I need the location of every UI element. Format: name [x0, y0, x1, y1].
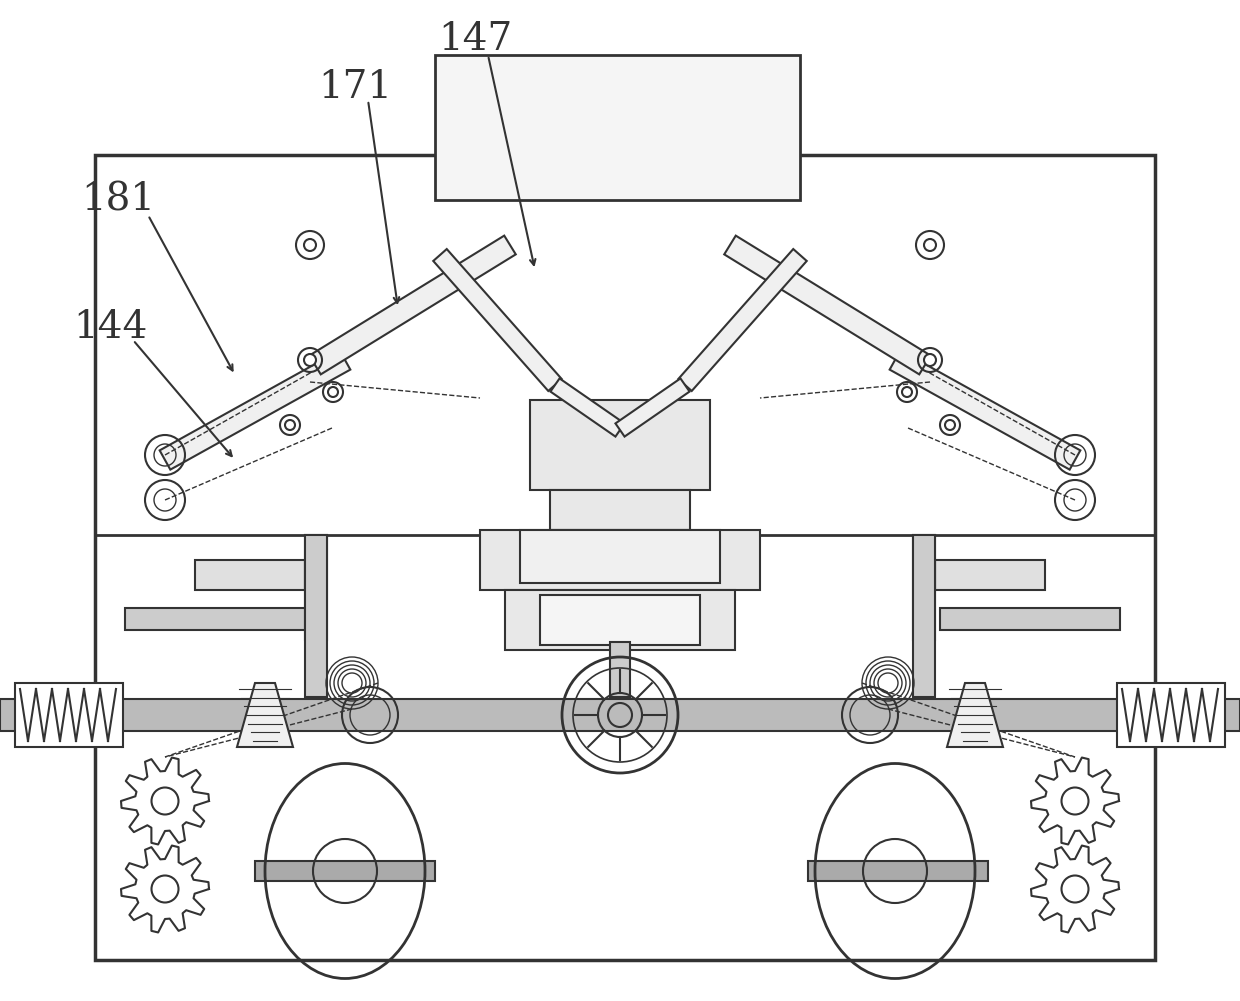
Circle shape — [304, 239, 316, 251]
Circle shape — [924, 239, 936, 251]
Bar — [913, 535, 935, 640]
Bar — [305, 535, 327, 697]
Bar — [913, 535, 935, 697]
Circle shape — [945, 420, 955, 430]
Circle shape — [924, 354, 936, 366]
Bar — [435, 55, 800, 200]
Polygon shape — [551, 378, 625, 436]
Circle shape — [285, 420, 295, 430]
Bar — [305, 535, 327, 640]
Bar — [255, 861, 435, 881]
Circle shape — [304, 354, 316, 366]
Polygon shape — [309, 235, 516, 374]
Bar — [940, 608, 1120, 630]
Text: 171: 171 — [317, 69, 392, 106]
Polygon shape — [160, 350, 351, 469]
Bar — [480, 530, 760, 590]
Text: 144: 144 — [73, 308, 148, 345]
Circle shape — [901, 387, 911, 397]
Bar — [935, 560, 1045, 590]
Circle shape — [329, 387, 339, 397]
Polygon shape — [433, 249, 562, 391]
Polygon shape — [889, 350, 1080, 469]
Bar — [610, 642, 630, 697]
Polygon shape — [237, 683, 293, 747]
Polygon shape — [615, 378, 689, 436]
Bar — [0, 699, 1240, 731]
Bar — [1117, 683, 1225, 747]
Bar — [195, 560, 305, 590]
Bar — [539, 595, 701, 645]
Text: 147: 147 — [438, 21, 512, 58]
Bar — [125, 608, 305, 630]
Bar — [520, 530, 720, 583]
Text: 181: 181 — [81, 181, 155, 218]
Bar — [95, 155, 1154, 960]
Bar — [551, 490, 689, 530]
Polygon shape — [947, 683, 1003, 747]
Bar — [505, 590, 735, 650]
Polygon shape — [678, 249, 807, 391]
Bar — [15, 683, 123, 747]
Bar — [529, 400, 711, 490]
Polygon shape — [724, 235, 931, 374]
Bar — [808, 861, 988, 881]
